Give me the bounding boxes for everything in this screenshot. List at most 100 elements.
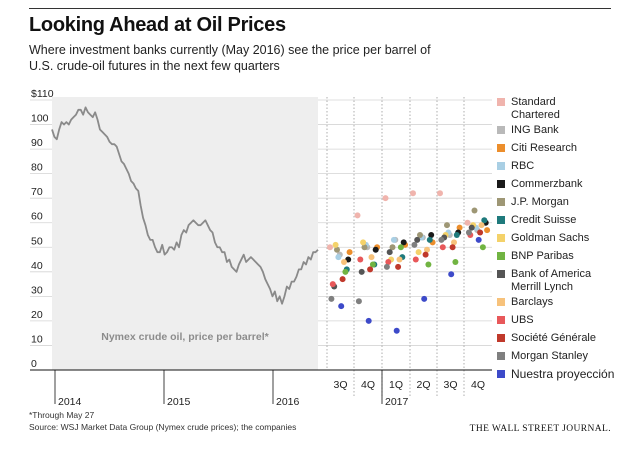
history-line — [51, 106, 319, 305]
forecast-point — [412, 256, 419, 263]
forecast-point — [365, 317, 372, 324]
legend-item: Goldman Sachs — [497, 232, 637, 245]
forecast-point — [395, 263, 402, 270]
legend-item: Nuestra proyección — [497, 368, 637, 381]
forecast-point — [471, 207, 478, 214]
y-tick-label: $110 — [31, 88, 54, 100]
forecast-point — [444, 222, 450, 229]
legend-label: Goldman Sachs — [511, 232, 590, 244]
forecast-point — [346, 249, 353, 256]
forecast-point — [334, 246, 340, 253]
legend-label: Credit Suisse — [511, 214, 577, 226]
history-shade-area — [52, 97, 318, 370]
year-label: 2016 — [276, 396, 300, 408]
publisher-logo: THE WALL STREET JOURNAL. — [469, 424, 611, 434]
forecast-point — [372, 246, 379, 253]
forecast-point — [464, 219, 471, 226]
forecast-point — [449, 244, 456, 251]
legend-item: Citi Research — [497, 142, 637, 155]
y-tick-label: 80 — [31, 162, 43, 174]
legend-swatch — [497, 298, 505, 306]
forecast-point — [327, 244, 333, 251]
forecast-point — [382, 195, 389, 202]
y-tick-label: 70 — [31, 186, 43, 198]
legend-label: BNP Paribas — [511, 250, 574, 262]
forecast-point — [478, 222, 485, 229]
forecast-point — [448, 271, 455, 278]
legend-swatch — [497, 252, 505, 260]
history-series-label: Nymex crude oil, price per barrel* — [101, 331, 269, 343]
source-note: Source: WSJ Market Data Group (Nymex cru… — [29, 422, 297, 432]
legend-swatch — [497, 352, 505, 360]
forecast-point — [357, 256, 364, 263]
legend-label: Nuestra proyección — [511, 367, 615, 381]
forecast-point — [453, 232, 460, 238]
forecast-point — [389, 244, 396, 251]
quarter-label: 2Q — [416, 379, 430, 391]
forecast-point — [385, 259, 392, 265]
forecast-point — [369, 261, 376, 268]
chart-subtitle: Where investment banks currently (May 20… — [29, 43, 431, 73]
legend-item: UBS — [497, 314, 637, 327]
forecast-point — [332, 241, 339, 248]
forecast-point — [367, 266, 374, 273]
legend-label: J.P. Morgan — [511, 196, 569, 208]
y-tick-label: 30 — [31, 284, 43, 296]
legend-label: Citi Research — [511, 142, 578, 154]
forecast-point — [341, 259, 347, 265]
forecast-point — [417, 232, 423, 238]
forecast-point — [468, 224, 475, 231]
forecast-point — [342, 268, 349, 275]
forecast-point — [428, 232, 435, 238]
legend-item: Bank of America Merrill Lynch — [497, 268, 637, 294]
forecast-point — [484, 227, 491, 234]
year-label-2017: 2017 — [385, 396, 409, 408]
forecast-point — [411, 241, 418, 248]
legend-swatch — [497, 198, 505, 206]
forecast-point — [339, 276, 346, 283]
footnote: *Through May 27 — [29, 410, 95, 420]
legend-label: RBC — [511, 160, 535, 172]
forecast-point — [328, 295, 335, 302]
nymex-price-line — [51, 106, 319, 305]
forecast-point — [390, 236, 397, 243]
legend-swatch — [497, 98, 505, 106]
forecast-point — [425, 261, 432, 268]
quarter-label: 4Q — [361, 379, 375, 391]
forecast-point — [368, 254, 375, 261]
legend-item: Morgan Stanley — [497, 350, 637, 363]
forecast-point — [465, 229, 472, 236]
legend-label: Barclays — [511, 296, 554, 308]
forecast-point — [424, 246, 430, 253]
legend-item: Commerzbank — [497, 178, 637, 191]
forecast-point — [396, 256, 403, 263]
forecast-point — [393, 327, 400, 334]
forecast-point — [415, 249, 422, 256]
forecast-point — [335, 254, 342, 261]
forecast-point — [397, 244, 404, 251]
forecast-point — [439, 244, 446, 251]
forecast-point — [456, 224, 463, 231]
legend-label: UBS — [511, 314, 534, 326]
forecast-points — [327, 190, 491, 334]
forecast-point — [358, 268, 365, 275]
history-shade — [52, 97, 318, 370]
quarter-label: 1Q — [389, 379, 403, 391]
legend-item: Société Générale — [497, 332, 637, 345]
legend-label: Bank of America Merrill Lynch — [511, 268, 592, 293]
y-tick-label: 90 — [31, 137, 43, 149]
forecast-point — [481, 217, 488, 224]
forecast-point — [400, 239, 407, 246]
legend-swatch — [497, 234, 505, 242]
legend-swatch — [497, 334, 505, 342]
top-rule — [29, 8, 611, 9]
y-tick-label: 20 — [31, 309, 43, 321]
forecast-point — [437, 190, 443, 197]
forecast-point — [426, 236, 433, 243]
forecast-point — [451, 239, 457, 246]
forecast-point — [422, 251, 429, 258]
legend-swatch — [497, 270, 505, 278]
legend-swatch — [497, 180, 505, 188]
forecast-point — [361, 244, 368, 251]
